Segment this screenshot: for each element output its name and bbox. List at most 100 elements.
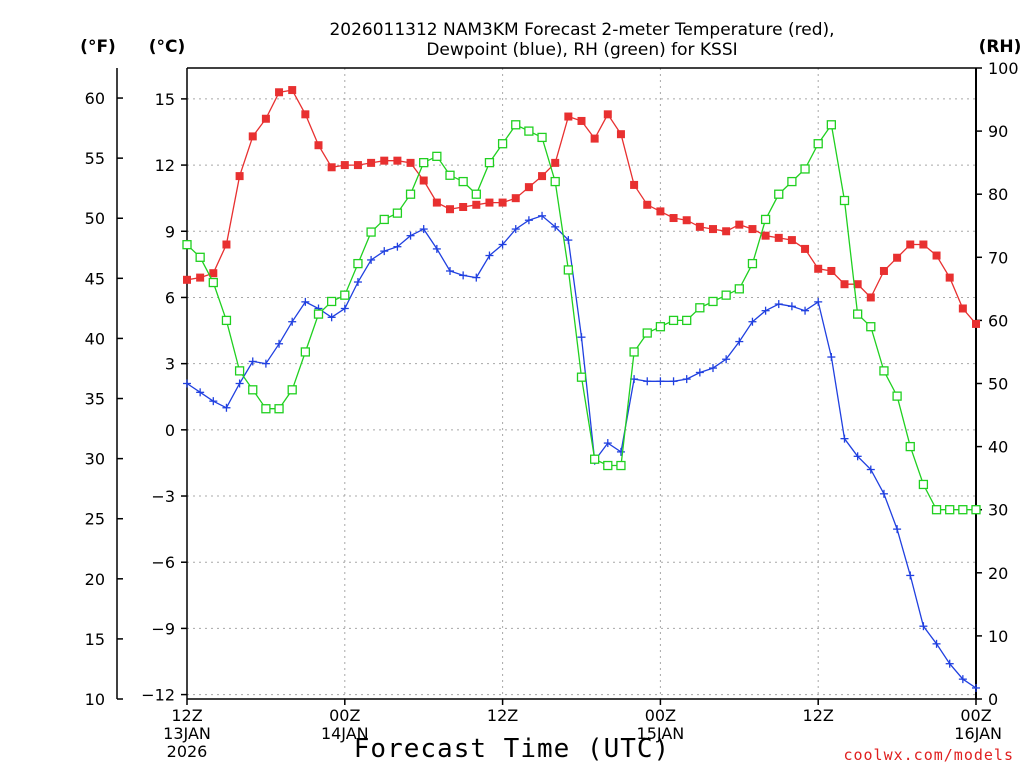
time-tick-label: 00Z: [645, 706, 676, 725]
data-point: [709, 225, 717, 234]
data-point: [905, 441, 915, 452]
series-line: [186, 89, 977, 325]
credit-text: coolwx.com/models: [843, 746, 1014, 764]
data-point: [472, 273, 481, 282]
data-point: [183, 275, 191, 284]
data-point: [971, 505, 981, 515]
rh-tick-label: 10: [988, 627, 1008, 646]
fahrenheit-tick-label: 20: [85, 570, 105, 589]
data-point: [498, 198, 507, 207]
data-point: [419, 157, 429, 168]
data-point: [682, 315, 692, 326]
data-point: [524, 183, 533, 192]
series-2-meter-temperature: [183, 86, 980, 328]
data-point: [183, 379, 191, 388]
data-point: [326, 296, 337, 307]
data-point: [393, 156, 402, 165]
fahrenheit-tick-label: 25: [85, 510, 105, 529]
celsius-tick-label: 9: [165, 222, 175, 241]
rh-tick-label: 100: [988, 59, 1019, 78]
data-point: [446, 205, 454, 214]
data-point: [643, 200, 652, 209]
data-point: [590, 454, 600, 464]
time-tick-label: 15JAN: [637, 724, 685, 743]
data-point: [235, 172, 244, 181]
data-point: [209, 397, 218, 406]
data-point: [801, 244, 810, 253]
data-point: [182, 240, 192, 250]
data-point: [827, 266, 836, 275]
celsius-tick-label: −9: [151, 619, 175, 638]
title-line-1: 2026011312 NAM3KM Forecast 2-meter Tempe…: [329, 20, 834, 40]
data-point: [972, 319, 980, 328]
data-point: [774, 233, 783, 242]
time-tick-label: 13JAN: [163, 724, 211, 743]
data-point: [550, 176, 560, 187]
data-point: [446, 266, 454, 275]
data-point: [484, 157, 495, 168]
fahrenheit-tick-label: 15: [85, 630, 105, 649]
fahrenheit-unit-label: (°F): [80, 37, 116, 57]
data-point: [367, 158, 376, 167]
data-point: [379, 214, 389, 225]
fahrenheit-tick-label: 10: [85, 690, 105, 709]
data-point: [313, 309, 324, 319]
rh-tick-label: 50: [988, 375, 1008, 394]
data-point: [261, 359, 270, 368]
data-point: [734, 284, 744, 294]
data-point: [761, 231, 770, 240]
data-point: [709, 364, 717, 373]
data-point: [538, 172, 547, 181]
data-point: [393, 242, 402, 251]
data-point: [945, 505, 955, 515]
rh-tick-label: 20: [988, 564, 1008, 583]
data-point: [459, 202, 468, 211]
data-point: [695, 303, 705, 313]
data-point: [353, 278, 362, 287]
data-point: [524, 126, 534, 136]
rh-tick-label: 40: [988, 438, 1008, 457]
data-point: [511, 225, 520, 234]
data-point: [222, 403, 231, 412]
data-point: [419, 176, 428, 185]
fahrenheit-tick-label: 55: [85, 149, 105, 168]
data-point: [813, 139, 823, 149]
data-point: [366, 227, 376, 237]
data-point: [682, 375, 691, 384]
celsius-tick-label: 0: [165, 421, 175, 440]
data-point: [643, 377, 652, 386]
data-point: [603, 439, 612, 448]
data-point: [655, 322, 666, 332]
celsius-tick-label: −3: [151, 487, 175, 506]
data-point: [419, 225, 428, 234]
data-point: [958, 304, 967, 313]
data-point: [603, 110, 612, 119]
data-point: [853, 452, 862, 461]
celsius-tick-label: 3: [165, 355, 175, 374]
data-point: [879, 366, 889, 376]
rh-unit-label: (RH): [979, 37, 1022, 57]
x-axis-label: Forecast Time (UTC): [354, 734, 670, 764]
time-tick-label: 00Z: [329, 706, 360, 725]
data-point: [288, 86, 297, 95]
data-point: [893, 525, 902, 534]
data-point: [800, 164, 810, 174]
data-point: [392, 208, 403, 218]
data-point: [630, 180, 639, 189]
data-point: [958, 505, 968, 515]
data-point: [577, 116, 586, 125]
data-point: [669, 214, 678, 223]
data-point: [497, 139, 508, 149]
data-point: [682, 216, 691, 225]
data-point: [564, 112, 573, 121]
data-point: [340, 290, 350, 300]
data-point: [406, 158, 415, 167]
data-point: [563, 265, 573, 275]
fahrenheit-tick-label: 40: [85, 329, 105, 348]
data-point: [380, 247, 389, 256]
rh-tick-label: 90: [988, 122, 1008, 141]
data-point: [708, 296, 718, 307]
